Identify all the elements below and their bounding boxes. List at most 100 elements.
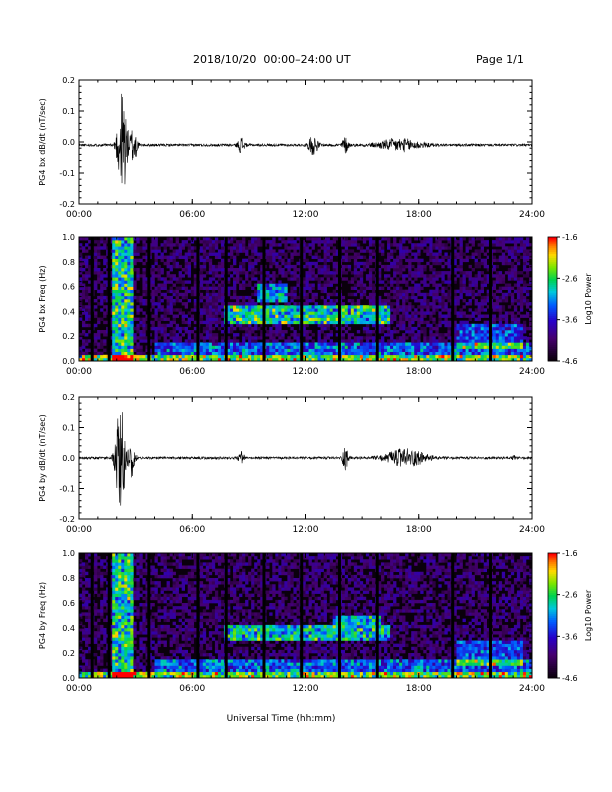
data-gap-stripe [147, 237, 151, 361]
spectrogram-cell [166, 299, 170, 303]
spectrogram-cell [311, 357, 315, 362]
spectrogram-cell [320, 323, 324, 328]
spectrogram-cell [278, 289, 282, 294]
spectrogram-cell [435, 246, 439, 250]
spectrogram-cell [127, 333, 131, 337]
spectrogram-cell [118, 323, 122, 328]
spectrogram-cell [377, 326, 382, 331]
spectrogram-cell [193, 286, 198, 290]
spectrogram-cell [251, 286, 255, 290]
spectrogram-cell [290, 342, 294, 346]
spectrogram-cell [181, 280, 185, 284]
spectrogram-cell [211, 311, 216, 315]
spectrogram-cell [284, 345, 288, 349]
spectrogram-cell [293, 314, 297, 318]
spectrogram-cell [230, 255, 234, 259]
spectrogram-cell [124, 333, 128, 337]
spectrogram-cell [477, 333, 481, 337]
spectrogram-cell [377, 302, 382, 306]
spectrogram-cell [211, 292, 216, 297]
spectrogram-cell [184, 264, 189, 269]
spectrogram-cell [217, 345, 222, 349]
spectrogram-cell [230, 317, 234, 321]
spectrogram-cell [293, 330, 297, 334]
x-tick-label: 12:00 [293, 367, 319, 377]
spectrogram-cell [290, 271, 294, 275]
spectrogram-cell [495, 305, 500, 309]
spectrogram-cell [381, 330, 385, 334]
spectrogram-cell [432, 317, 436, 321]
spectrogram-cell [205, 330, 210, 334]
spectrogram-cell [368, 237, 373, 241]
spectrogram-cell [82, 612, 86, 616]
spectrogram-cell [242, 345, 246, 349]
spectrogram-cell [377, 357, 382, 362]
spectrogram-cell [230, 342, 234, 346]
spectrogram-cell [335, 308, 340, 312]
spectrogram-cell [154, 249, 158, 253]
spectrogram-cell [121, 246, 125, 250]
spectrogram-cell [260, 240, 264, 244]
spectrogram-cell [187, 280, 192, 284]
spectrogram-cell [88, 286, 92, 290]
spectrogram-cell [408, 237, 412, 241]
spectrogram-cell [293, 357, 297, 362]
spectrogram-cell [233, 243, 237, 247]
colorbar-swatch [548, 292, 557, 296]
spectrogram-cell [266, 317, 270, 321]
spectrogram-cell [507, 289, 512, 294]
spectrogram-cell [127, 280, 131, 284]
spectrogram-cell [459, 330, 463, 334]
spectrogram-cell [405, 336, 409, 340]
spectrogram-cell [266, 320, 270, 325]
spectrogram-cell [236, 246, 240, 250]
spectrogram-cell [311, 345, 315, 349]
spectrogram-cell [208, 333, 213, 337]
spectrogram-cell [411, 330, 415, 334]
spectrogram-cell [510, 286, 515, 290]
spectrogram-cell [311, 240, 315, 244]
spectrogram-cell [118, 283, 122, 287]
spectrogram-cell [109, 305, 113, 309]
spectrogram-cell [426, 342, 430, 346]
spectrogram-cell [456, 354, 460, 359]
spectrogram-cell [88, 240, 92, 244]
spectrogram-cell [390, 330, 394, 334]
spectrogram-cell [100, 330, 104, 334]
spectrogram-cell [266, 333, 270, 337]
spectrogram-cell [251, 317, 255, 321]
spectrogram-cell [356, 274, 361, 278]
spectrogram-cell [248, 305, 252, 309]
spectrogram-cell [444, 271, 448, 275]
spectrogram-cell [157, 330, 161, 334]
spectrogram-cell [387, 292, 391, 297]
spectrogram-cell [233, 308, 237, 312]
spectrogram-cell [480, 249, 484, 253]
spectrogram-cell [426, 302, 430, 306]
spectrogram-cell [365, 357, 370, 362]
spectrogram-cell [510, 357, 515, 362]
spectrogram-cell [323, 317, 327, 321]
spectrogram-cell [136, 305, 140, 309]
spectrogram-cell [365, 354, 370, 359]
spectrogram-cell [474, 292, 478, 297]
spectrogram-cell [284, 274, 288, 278]
spectrogram-cell [423, 345, 427, 349]
spectrogram-cell [353, 283, 358, 287]
colorbar-swatch [548, 268, 557, 271]
spectrogram-cell [326, 274, 330, 278]
spectrogram-cell [236, 345, 240, 349]
spectrogram-cell [184, 320, 189, 325]
spectrogram-cell [139, 320, 143, 325]
spectrogram-cell [85, 299, 89, 303]
spectrogram-cell [519, 323, 524, 328]
spectrogram-cell [166, 261, 170, 266]
spectrogram-cell [377, 274, 382, 278]
spectrogram-cell [169, 240, 173, 244]
spectrogram-cell [474, 351, 478, 356]
spectrogram-cell [136, 258, 140, 263]
spectrogram-cell [356, 351, 361, 356]
spectrogram-cell [157, 357, 161, 362]
spectrogram-cell [94, 311, 98, 315]
spectrogram-cell [323, 283, 327, 287]
